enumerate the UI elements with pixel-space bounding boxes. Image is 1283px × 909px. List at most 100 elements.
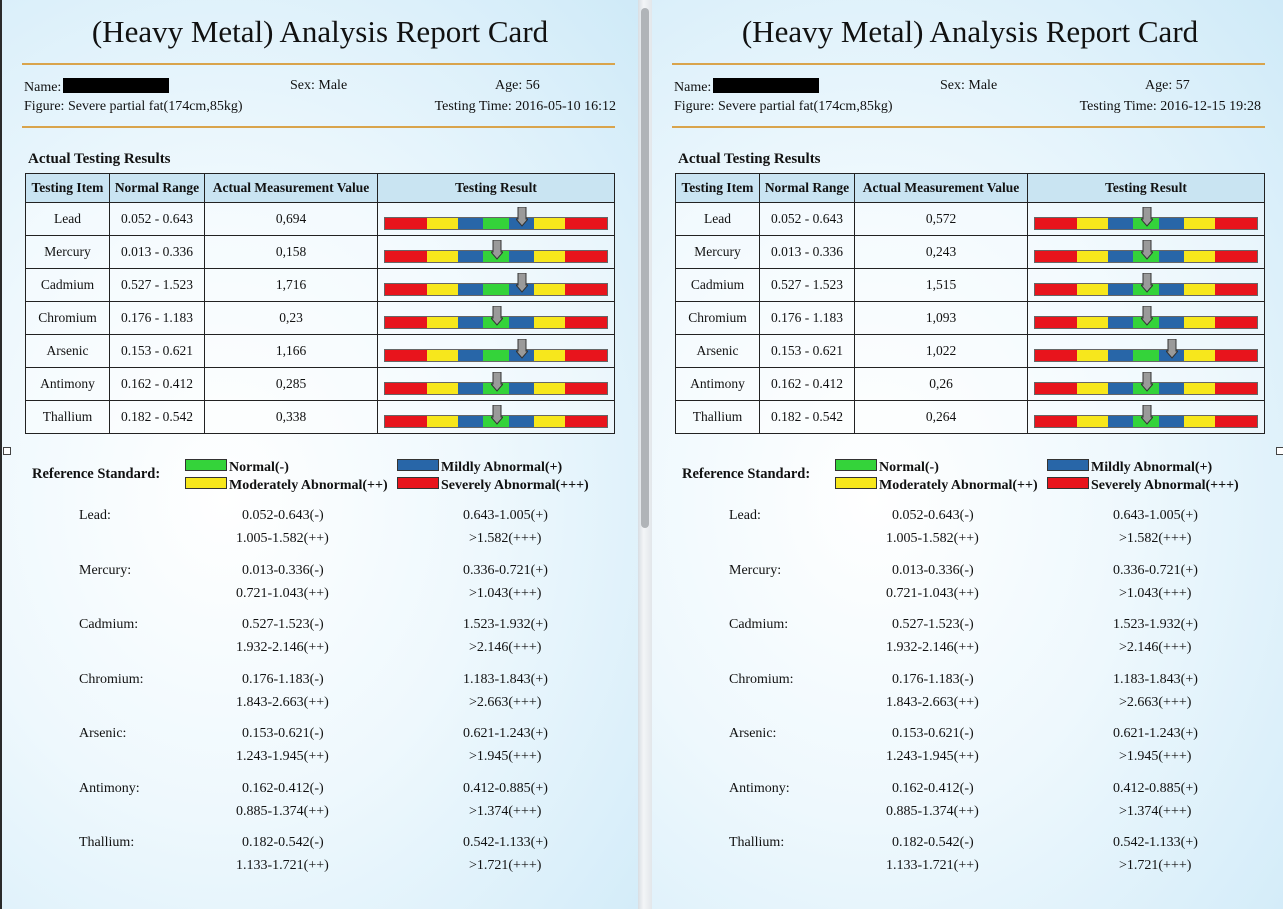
col-testing-item: Testing Item xyxy=(675,173,760,203)
reference-severe-range: >1.582(+++) xyxy=(469,531,542,546)
normal-range-cell: 0.013 - 0.336 xyxy=(759,235,855,269)
reference-severe-range: >2.146(+++) xyxy=(1119,640,1192,655)
sex-field: Sex: Male xyxy=(290,78,348,93)
reference-moderate-range: 0.885-1.374(++) xyxy=(236,803,329,819)
result-scale-bar xyxy=(1034,272,1258,296)
legend-moderate: Moderately Abnormal(++) xyxy=(835,477,1038,494)
reference-normal-range: 0.176-1.183(-) xyxy=(242,671,324,687)
reference-mild-range: 0.412-0.885(+) xyxy=(1113,780,1198,796)
resize-handle-right[interactable] xyxy=(1276,447,1283,455)
reference-metal-label: Arsenic: xyxy=(79,726,127,741)
name-field: Name: xyxy=(24,78,170,96)
result-scale-bar xyxy=(384,338,608,362)
legend-swatch-moderate xyxy=(185,477,227,489)
legend-normal: Normal(-) xyxy=(185,459,289,476)
result-scale-bar xyxy=(1034,239,1258,263)
section-title: Actual Testing Results xyxy=(28,151,171,167)
reference-moderate-range: 0.721-1.043(++) xyxy=(236,585,329,601)
reference-moderate-range: 1.932-2.146(++) xyxy=(236,640,329,655)
normal-range-cell: 0.182 - 0.542 xyxy=(759,400,855,434)
reference-metal-label: Lead: xyxy=(729,508,761,523)
scale-segment-yellow xyxy=(1183,415,1215,427)
table-row: Cadmium 0.527 - 1.523 1,716 xyxy=(25,268,615,302)
reference-severe-range: >2.663(+++) xyxy=(469,694,542,710)
testing-result-cell xyxy=(1027,334,1265,368)
scale-segment-red xyxy=(564,283,607,295)
age-field: Age: 56 xyxy=(495,78,540,93)
testing-result-cell xyxy=(377,334,615,368)
reference-normal-range: 0.013-0.336(-) xyxy=(892,562,974,578)
reference-metal-label: Mercury: xyxy=(729,562,782,578)
reference-severe-range: >2.146(+++) xyxy=(469,640,542,655)
scale-segment-blue xyxy=(1108,217,1133,229)
reference-normal-range: 0.182-0.542(-) xyxy=(242,835,324,850)
header-divider-top xyxy=(672,63,1265,65)
testing-item-cell: Chromium xyxy=(675,301,760,335)
scale-segment-blue xyxy=(1108,415,1133,427)
scale-segment-green xyxy=(482,217,510,229)
reference-mild-range: 0.621-1.243(+) xyxy=(463,726,548,741)
result-pointer-icon xyxy=(515,206,528,227)
scale-segment-red xyxy=(1035,349,1078,361)
scale-segment-blue xyxy=(458,217,483,229)
legend-severe: Severely Abnormal(+++) xyxy=(1047,477,1239,494)
table-row: Lead 0.052 - 0.643 0,694 xyxy=(25,202,615,236)
testing-item-cell: Cadmium xyxy=(675,268,760,302)
col-testing-result: Testing Result xyxy=(1027,173,1265,203)
scale-segment-yellow xyxy=(1077,250,1109,262)
actual-value-cell: 0,264 xyxy=(854,400,1028,434)
testing-result-cell xyxy=(377,400,615,434)
legend-label-severe: Severely Abnormal(+++) xyxy=(1091,478,1239,493)
table-header-row: Testing Item Normal Range Actual Measure… xyxy=(675,173,1265,203)
legend-mild: Mildly Abnormal(+) xyxy=(397,459,562,476)
scale-segment-red xyxy=(564,382,607,394)
scale-segment-blue xyxy=(1108,283,1133,295)
result-pointer-icon xyxy=(491,404,504,425)
scale-segment-blue xyxy=(1159,316,1184,328)
reference-mild-range: 1.183-1.843(+) xyxy=(1113,671,1198,687)
table-header-row: Testing Item Normal Range Actual Measure… xyxy=(25,173,615,203)
reference-normal-range: 0.153-0.621(-) xyxy=(892,726,974,741)
redacted-name xyxy=(713,78,820,93)
scale-segment-red xyxy=(564,415,607,427)
report-title: (Heavy Metal) Analysis Report Card xyxy=(741,14,1199,49)
col-testing-item: Testing Item xyxy=(25,173,110,203)
scale-segment-red xyxy=(1035,283,1078,295)
legend-swatch-mild xyxy=(397,459,439,471)
scale-segment-yellow xyxy=(533,316,565,328)
table-row: Mercury 0.013 - 0.336 0,243 xyxy=(675,235,1265,269)
reference-mild-range: 0.412-0.885(+) xyxy=(463,780,548,796)
testing-result-cell xyxy=(1027,367,1265,401)
table-row: Chromium 0.176 - 1.183 0,23 xyxy=(25,301,615,335)
testing-item-cell: Lead xyxy=(675,202,760,236)
col-actual-value: Actual Measurement Value xyxy=(854,173,1028,203)
scale-segment-yellow xyxy=(1183,382,1215,394)
legend-swatch-moderate xyxy=(835,477,877,489)
scale-segment-red xyxy=(1214,382,1257,394)
actual-value-cell: 0,694 xyxy=(204,202,378,236)
actual-value-cell: 1,022 xyxy=(854,334,1028,368)
header-divider-top xyxy=(22,63,615,65)
result-scale-bar xyxy=(384,404,608,428)
reference-mild-range: 1.523-1.932(+) xyxy=(463,617,548,632)
resize-handle-left[interactable] xyxy=(3,447,11,455)
testing-result-cell xyxy=(1027,202,1265,236)
reference-metal-label: Antimony: xyxy=(729,780,790,796)
scale-segment-yellow xyxy=(533,382,565,394)
testing-item-cell: Cadmium xyxy=(25,268,110,302)
table-row: Thallium 0.182 - 0.542 0,338 xyxy=(25,400,615,434)
testing-item-cell: Antimony xyxy=(25,367,110,401)
scrollbar-thumb[interactable] xyxy=(641,8,649,528)
scale-segment-yellow xyxy=(533,250,565,262)
result-pointer-icon xyxy=(491,239,504,260)
scale-segment-yellow xyxy=(427,415,459,427)
reference-metal-label: Thallium: xyxy=(729,835,785,850)
normal-range-cell: 0.013 - 0.336 xyxy=(109,235,205,269)
table-row: Lead 0.052 - 0.643 0,572 xyxy=(675,202,1265,236)
scale-segment-red xyxy=(1214,217,1257,229)
scale-segment-yellow xyxy=(1077,217,1109,229)
legend-label-mild: Mildly Abnormal(+) xyxy=(441,460,563,475)
legend-severe: Severely Abnormal(+++) xyxy=(397,477,589,494)
table-row: Chromium 0.176 - 1.183 1,093 xyxy=(675,301,1265,335)
reference-mild-range: 0.336-0.721(+) xyxy=(1113,562,1198,578)
